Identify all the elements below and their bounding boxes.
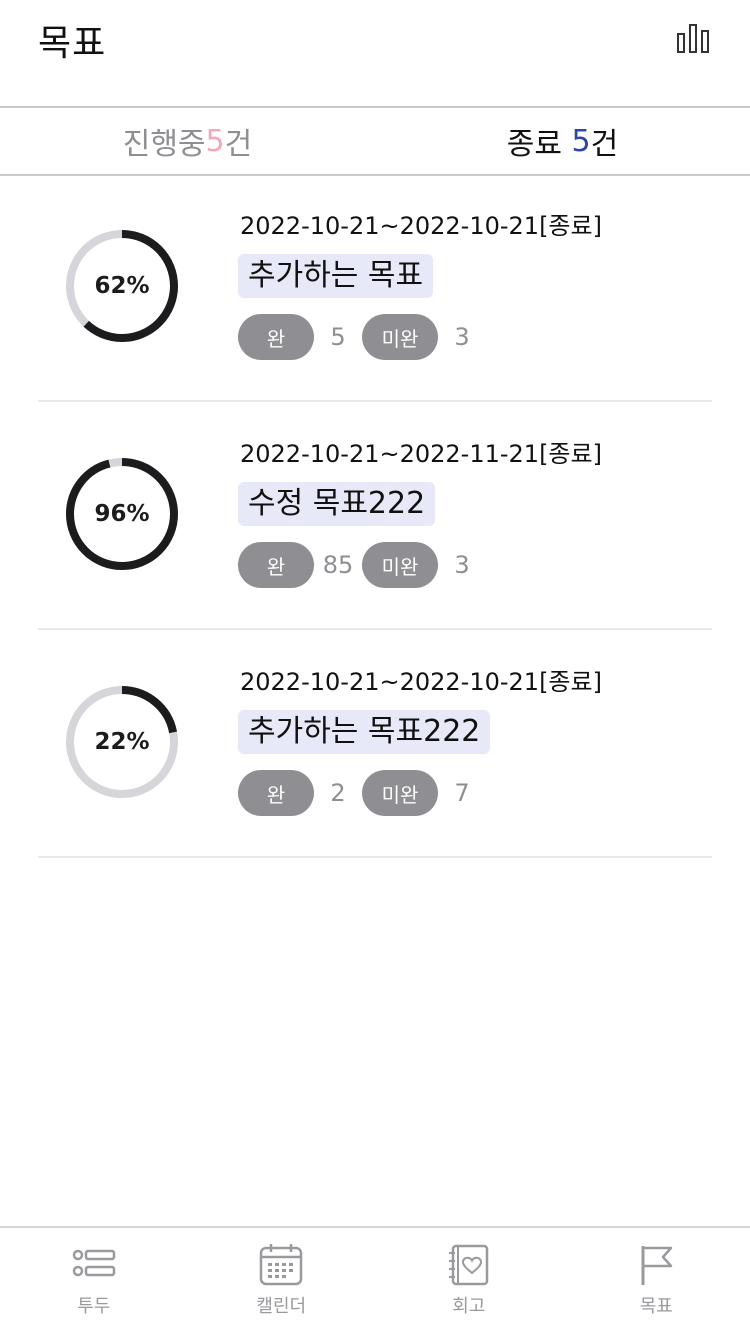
progress-percent: 22% [64, 684, 180, 800]
goal-stats: 완 5 미완 3 [238, 314, 486, 360]
nav-label: 목표 [563, 1292, 750, 1318]
goal-item[interactable]: 22% 2022-10-21~2022-10-21[종료] 추가하는 목표222… [38, 630, 712, 858]
tab-in-progress[interactable]: 진행중 5 건 [0, 108, 375, 174]
goal-stats: 완 85 미완 3 [238, 542, 486, 588]
done-count: 2 [314, 779, 362, 807]
done-count: 5 [314, 323, 362, 351]
nav-label: 투두 [0, 1292, 188, 1318]
goal-item[interactable]: 62% 2022-10-21~2022-10-21[종료] 추가하는 목표 완 … [38, 174, 712, 402]
goal-status-tabs: 진행중 5 건 종료 5 건 [0, 106, 750, 176]
goal-stats: 완 2 미완 7 [238, 770, 486, 816]
goal-list: 62% 2022-10-21~2022-10-21[종료] 추가하는 목표 완 … [38, 174, 712, 858]
page-title: 목표 [38, 14, 106, 66]
progress-percent: 62% [64, 228, 180, 344]
goal-title: 추가하는 목표222 [238, 710, 490, 754]
tab-label: 진행중 [123, 119, 206, 163]
nav-item-review[interactable]: 회고 [375, 1228, 563, 1336]
nav-item-calendar[interactable]: 캘린더 [188, 1228, 376, 1336]
tab-count: 5 [572, 124, 591, 159]
tab-finished[interactable]: 종료 5 건 [375, 108, 750, 174]
progress-percent: 96% [64, 456, 180, 572]
progress-ring: 22% [64, 684, 180, 800]
undone-count: 3 [438, 551, 486, 579]
nav-label: 캘린더 [188, 1292, 376, 1318]
flag-icon [633, 1242, 679, 1288]
progress-ring: 96% [64, 456, 180, 572]
stats-button[interactable] [676, 22, 710, 56]
undone-badge: 미완 [362, 770, 438, 816]
done-badge: 완 [238, 770, 314, 816]
undone-count: 7 [438, 779, 486, 807]
undone-badge: 미완 [362, 314, 438, 360]
goal-date-range: 2022-10-21~2022-10-21[종료] [240, 206, 602, 241]
bottom-nav: 투두 캘린더 [0, 1226, 750, 1336]
diary-heart-icon [446, 1242, 492, 1288]
goal-title: 추가하는 목표 [238, 254, 433, 298]
nav-item-todo[interactable]: 투두 [0, 1228, 188, 1336]
header: 목표 [0, 0, 750, 106]
tab-count: 5 [206, 124, 225, 159]
bar-chart-icon [676, 22, 710, 56]
tab-suffix: 건 [225, 119, 253, 163]
progress-ring: 62% [64, 228, 180, 344]
goal-date-range: 2022-10-21~2022-11-21[종료] [240, 434, 602, 469]
tab-label: 종료 [507, 119, 562, 163]
done-badge: 완 [238, 542, 314, 588]
goal-date-range: 2022-10-21~2022-10-21[종료] [240, 662, 602, 697]
todo-list-icon [71, 1242, 117, 1288]
done-count: 85 [314, 551, 362, 579]
undone-badge: 미완 [362, 542, 438, 588]
goal-item[interactable]: 96% 2022-10-21~2022-11-21[종료] 수정 목표222 완… [38, 402, 712, 630]
done-badge: 완 [238, 314, 314, 360]
goal-title: 수정 목표222 [238, 482, 435, 526]
nav-label: 회고 [375, 1292, 563, 1318]
tab-suffix: 건 [591, 119, 619, 163]
nav-item-goal[interactable]: 목표 [563, 1228, 750, 1336]
calendar-icon [258, 1242, 304, 1288]
undone-count: 3 [438, 323, 486, 351]
